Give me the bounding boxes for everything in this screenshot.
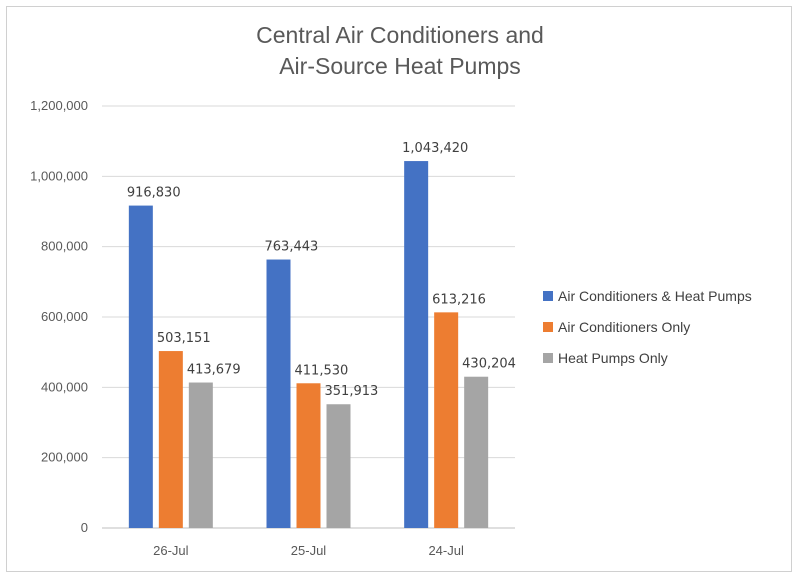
bar <box>266 259 291 528</box>
y-tick-label: 200,000 <box>41 450 88 465</box>
chart-title-line-2: Air-Source Heat Pumps <box>279 53 521 79</box>
legend-entry: Heat Pumps Only <box>558 350 668 366</box>
data-label: 430,204 <box>462 357 516 372</box>
y-tick-label: 0 <box>81 520 88 535</box>
chart-title: Central Air Conditioners and Air-Source … <box>0 20 800 82</box>
bar <box>158 351 183 528</box>
data-label: 413,679 <box>187 363 241 378</box>
chart-title-line-1: Central Air Conditioners and <box>256 22 544 48</box>
legend-entry: Air Conditioners Only <box>558 319 690 335</box>
data-label: 411,530 <box>295 363 349 378</box>
x-axis: 26-Jul 25-Jul 24-Jul <box>153 543 464 558</box>
legend-swatch <box>543 322 553 332</box>
legend-entry: Air Conditioners & Heat Pumps <box>558 288 752 304</box>
y-tick-label: 1,000,000 <box>30 168 88 183</box>
y-axis: 0 200,000 400,000 600,000 800,000 1,000,000 1,… <box>30 98 88 535</box>
bar <box>188 382 213 528</box>
data-label: 351,913 <box>325 384 379 399</box>
bar <box>296 383 321 528</box>
y-tick-label: 600,000 <box>41 309 88 324</box>
data-label: 916,830 <box>127 186 181 201</box>
y-tick-label: 400,000 <box>41 379 88 394</box>
y-tick-label: 1,200,000 <box>30 98 88 113</box>
data-label: 503,151 <box>157 331 211 346</box>
bar <box>326 404 351 528</box>
data-label: 1,043,420 <box>402 141 468 156</box>
bars <box>128 161 489 528</box>
bar <box>404 161 429 528</box>
bar <box>434 312 459 528</box>
legend-swatch <box>543 353 553 363</box>
data-labels: 916,830 503,151 413,679 763,443 411,530 351,9… <box>127 141 516 399</box>
x-tick-label: 26-Jul <box>153 543 189 558</box>
bar <box>464 376 489 528</box>
bar <box>128 205 153 528</box>
x-tick-label: 24-Jul <box>428 543 464 558</box>
x-tick-label: 25-Jul <box>291 543 327 558</box>
legend-swatch <box>543 291 553 301</box>
data-label: 763,443 <box>265 240 319 255</box>
legend: Air Conditioners & Heat Pumps Air Conditi… <box>543 288 752 366</box>
y-tick-label: 800,000 <box>41 239 88 254</box>
data-label: 613,216 <box>432 292 486 307</box>
